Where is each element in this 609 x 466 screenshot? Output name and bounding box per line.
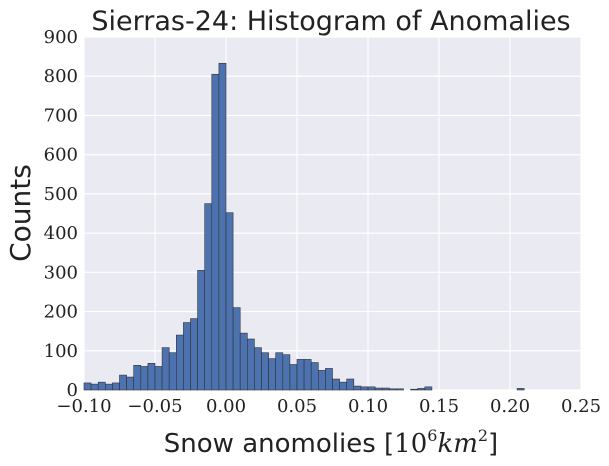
x-axis-label-exp1: 6 [427, 426, 437, 445]
grid-lines [83, 36, 582, 391]
histogram-bar [97, 381, 106, 391]
x-axis-label-unit: km [437, 429, 477, 459]
histogram-bar [197, 270, 206, 391]
histogram-bar [339, 381, 348, 391]
histogram-bar [282, 354, 291, 391]
histogram-bar [154, 366, 163, 391]
x-tick-label: 0.05 [277, 396, 317, 417]
chart-title: Sierras-24: Histogram of Anomalies [91, 6, 570, 37]
histogram-bar [133, 364, 142, 391]
histogram-bar [90, 383, 99, 391]
histogram-bar [410, 388, 419, 391]
histogram-bar [268, 358, 277, 391]
y-tick-label: 600 [44, 145, 78, 166]
histogram-bar [346, 378, 355, 391]
y-axis-ticks: 0 100 200 300 400 500 600 700 800 900 [44, 27, 78, 401]
y-tick-label: 200 [44, 302, 78, 323]
histogram-bar [353, 385, 362, 391]
plot-area [84, 37, 581, 390]
y-axis-label: Counts [4, 164, 37, 262]
y-tick-label: 900 [44, 27, 78, 48]
histogram-bar [516, 388, 525, 391]
histogram-bar [396, 388, 404, 391]
x-tick-label: −0.05 [127, 396, 182, 417]
histogram-bar [261, 352, 269, 391]
histogram-bar [367, 386, 376, 391]
histogram-bar [424, 386, 433, 391]
histogram-bar [275, 352, 284, 391]
histogram-bar [296, 359, 305, 391]
histogram-bar [119, 374, 127, 391]
y-tick-label: 300 [44, 262, 78, 283]
y-tick-label: 700 [44, 105, 78, 126]
x-axis-label-base: 10 [394, 429, 427, 459]
x-tick-label: 0.00 [206, 396, 246, 417]
histogram-bar [190, 318, 198, 391]
histogram-bar [303, 359, 312, 391]
histogram-bar [225, 212, 234, 391]
histogram-bar [211, 73, 220, 391]
histogram-bar [317, 370, 326, 391]
y-tick-label: 800 [44, 66, 78, 87]
histogram-bar [388, 388, 397, 391]
histogram-bar [374, 387, 383, 391]
x-tick-label: 0.15 [419, 396, 459, 417]
histogram-bar [381, 387, 390, 391]
x-axis-label-exp2: 2 [478, 426, 488, 445]
histogram-bar [83, 382, 92, 391]
histogram-bar [161, 347, 170, 391]
histogram-bar [332, 378, 340, 391]
histogram-bar [204, 203, 213, 391]
y-tick-label: 0 [67, 380, 78, 401]
histogram-bar [360, 386, 369, 391]
x-axis-ticks: −0.10 −0.05 0.00 0.05 0.10 0.15 0.20 0.25 [56, 396, 601, 417]
x-axis-label-end: ] [488, 429, 498, 459]
histogram-bar [239, 332, 248, 391]
histogram-bar [140, 366, 149, 391]
histogram-bar [289, 364, 298, 391]
histogram-bar [112, 382, 120, 391]
histogram-bar [147, 363, 156, 391]
x-tick-label: 0.10 [348, 396, 388, 417]
histogram-bar [218, 62, 227, 391]
histogram-bar [247, 338, 255, 391]
y-tick-label: 100 [44, 341, 78, 362]
x-tick-label: −0.10 [56, 396, 111, 417]
histogram-bars [83, 62, 525, 391]
histogram-bar [126, 376, 134, 391]
y-tick-label: 500 [44, 184, 78, 205]
x-axis-label: Snow anomolies [106km2] [164, 426, 498, 459]
histogram-bar [417, 388, 426, 391]
y-tick-label: 400 [44, 223, 78, 244]
histogram-bar [232, 307, 241, 391]
histogram-bar [168, 352, 177, 391]
x-tick-label: 0.25 [561, 396, 601, 417]
histogram-bar [325, 368, 333, 391]
histogram-bar [254, 347, 262, 391]
x-tick-label: 0.20 [490, 396, 530, 417]
histogram-bar [105, 383, 113, 391]
histogram-bar [310, 362, 319, 391]
histogram-bar [176, 334, 184, 391]
histogram-bar [183, 322, 191, 391]
x-axis-label-text: Snow anomolies [ [164, 429, 394, 459]
